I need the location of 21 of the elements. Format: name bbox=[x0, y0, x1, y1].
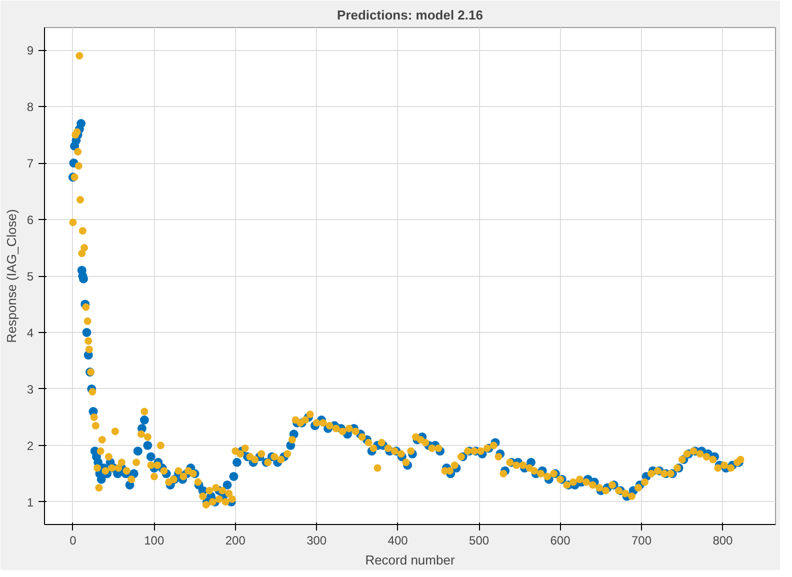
x-tick-label: 500 bbox=[469, 534, 490, 548]
y-axis-title: Response (IAG_Close) bbox=[4, 209, 19, 343]
y-tick-label: 2 bbox=[26, 438, 34, 453]
x-axis-title: Record number bbox=[365, 552, 456, 568]
y-tick-label: 7 bbox=[26, 156, 34, 171]
x-tick-label: 400 bbox=[388, 534, 408, 548]
y-tick-label: 3 bbox=[26, 382, 34, 396]
x-tick-label: 300 bbox=[306, 534, 327, 548]
y-tick-label: 6 bbox=[26, 213, 34, 228]
x-tick-label: 700 bbox=[631, 534, 652, 548]
x-tick-label: 600 bbox=[550, 534, 571, 548]
y-tick-label: 1 bbox=[26, 495, 34, 510]
y-tick-label: 4 bbox=[26, 326, 34, 340]
x-tick-label: 0 bbox=[70, 534, 77, 548]
x-tick-label: 800 bbox=[712, 534, 734, 548]
x-tick-label: 200 bbox=[225, 534, 246, 548]
y-tick-label: 9 bbox=[26, 44, 34, 58]
y-tick-label: 8 bbox=[26, 100, 34, 114]
x-tick-label: 100 bbox=[144, 534, 164, 548]
chart-title: Predictions: model 2.16 bbox=[337, 8, 483, 22]
y-tick-label: 5 bbox=[26, 270, 34, 284]
